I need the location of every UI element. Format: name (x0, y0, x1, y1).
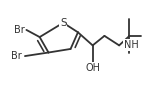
Text: NH: NH (124, 40, 138, 50)
Text: Br: Br (11, 51, 21, 61)
Text: Br: Br (14, 25, 24, 35)
Text: OH: OH (85, 63, 100, 73)
Text: S: S (60, 18, 67, 28)
